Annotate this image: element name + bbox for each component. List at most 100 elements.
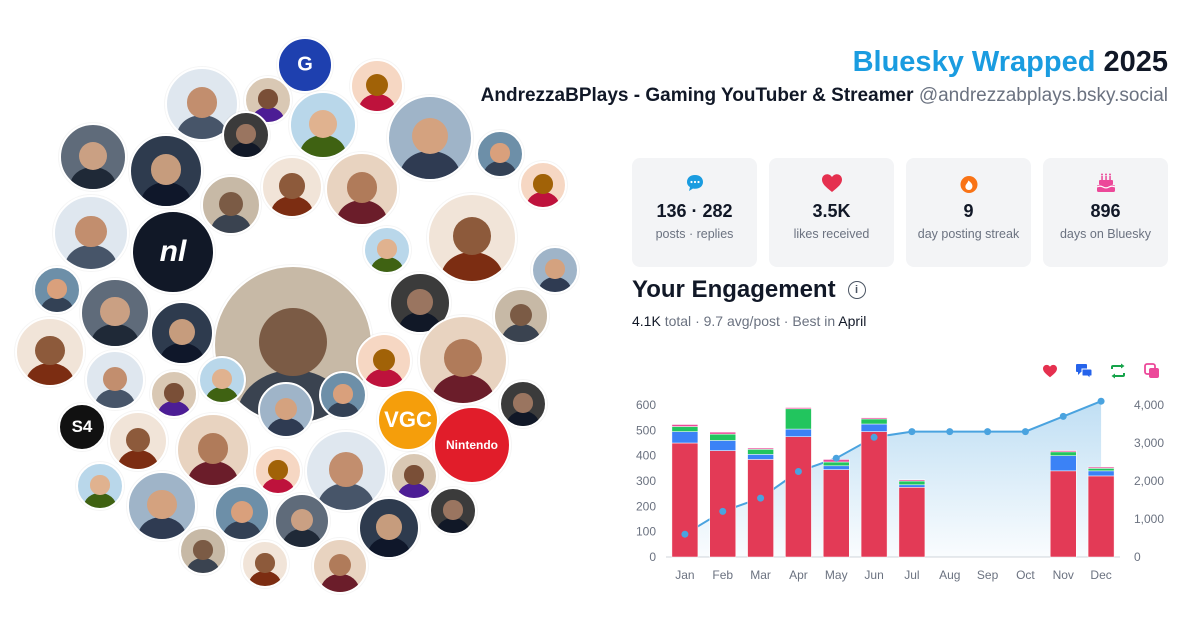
avatar-face: [75, 215, 107, 248]
avatar[interactable]: [80, 278, 150, 348]
y-tick-label: 0: [649, 550, 656, 564]
avatar[interactable]: [319, 371, 367, 419]
avatar-face: [404, 465, 424, 485]
avatar[interactable]: [254, 447, 302, 495]
avatar[interactable]: VGC: [377, 389, 439, 451]
avatar[interactable]: [15, 317, 85, 387]
avatar-face: [333, 384, 353, 404]
bar-segment-reposts: [709, 433, 736, 441]
avatar-face: [193, 540, 213, 560]
cumulative-point: [757, 494, 765, 502]
bar-segment-replies: [671, 431, 699, 444]
avatar[interactable]: [358, 497, 420, 559]
avatar[interactable]: [289, 91, 357, 159]
bar-segment-quotes: [898, 479, 926, 482]
avatar-logo-text: S4: [71, 417, 93, 436]
avatar[interactable]: [493, 288, 549, 344]
avatar[interactable]: [150, 301, 214, 365]
avatar-face: [366, 74, 388, 96]
avatar[interactable]: [312, 538, 368, 594]
avatar[interactable]: Nintendo: [433, 406, 511, 484]
avatar[interactable]: [499, 380, 547, 428]
avatar-body: [187, 558, 219, 573]
avatar[interactable]: [176, 413, 250, 487]
cumulative-point: [984, 428, 992, 436]
x-tick-label: Jun: [864, 568, 883, 582]
avatar-face: [274, 397, 298, 421]
avatar-face: [35, 336, 65, 366]
avatar[interactable]: [179, 527, 227, 575]
avatar[interactable]: [418, 315, 508, 405]
avatar-logo-text: G: [297, 53, 313, 76]
avatar[interactable]: [389, 272, 451, 334]
bar-segment-likes: [860, 431, 888, 558]
avatar[interactable]: [261, 156, 323, 218]
avatar[interactable]: [222, 111, 270, 159]
avatar-face: [308, 109, 338, 138]
avatar[interactable]: [33, 266, 81, 314]
avatar[interactable]: [244, 76, 292, 124]
avatar[interactable]: nl: [131, 210, 215, 294]
avatar-logo-text: Nintendo: [446, 438, 498, 452]
avatar[interactable]: [108, 411, 168, 471]
info-icon[interactable]: i: [847, 281, 866, 299]
avatar[interactable]: [127, 471, 197, 541]
avatar[interactable]: [59, 123, 127, 191]
avatar-face: [268, 460, 288, 480]
avatar[interactable]: [150, 370, 198, 418]
stats-cards: 136 · 282 posts · replies 3.5K likes rec…: [632, 158, 1168, 267]
legend-heart-icon[interactable]: [1040, 362, 1060, 380]
avatar[interactable]: [129, 134, 203, 208]
stat-value: 136 · 282: [656, 201, 733, 221]
bar-segment-likes: [823, 469, 850, 558]
avatar[interactable]: S4: [58, 403, 106, 451]
separator: ·: [783, 313, 789, 329]
stat-label: posts · replies: [655, 227, 734, 241]
avatar-face: [328, 452, 364, 487]
avatar[interactable]: [325, 152, 399, 226]
legend-quote-icon[interactable]: [1142, 362, 1162, 380]
avatar[interactable]: [198, 356, 246, 404]
legend-repost-icon[interactable]: [1108, 362, 1128, 380]
avatar[interactable]: [476, 130, 524, 178]
avatar[interactable]: [427, 193, 517, 283]
y2-tick-label: 0: [1134, 550, 1141, 564]
avatar[interactable]: [258, 382, 314, 438]
bar-segment-replies: [1050, 455, 1077, 472]
cumulative-point: [946, 428, 954, 436]
avatar-face: [533, 174, 553, 194]
engagement-chart: 0 100 200 300 400 500 600 0 1,000 2,000 3,000 4,000…: [636, 397, 1164, 582]
avatar[interactable]: [53, 195, 129, 271]
avatar[interactable]: [531, 246, 579, 294]
avatar[interactable]: [214, 485, 270, 541]
avatar[interactable]: [429, 487, 477, 535]
avatar-body: [206, 387, 238, 402]
legend-reply-icon[interactable]: [1074, 362, 1094, 380]
avatar[interactable]: [305, 430, 387, 512]
avatar-face: [346, 172, 378, 203]
avatar[interactable]: [387, 95, 473, 181]
avatar[interactable]: [390, 452, 438, 500]
avatar[interactable]: [350, 59, 404, 113]
avatar-body: [65, 244, 117, 269]
avatar-face: [100, 297, 130, 327]
avatar-face: [377, 239, 397, 259]
avatar-face: [545, 259, 565, 279]
bar-segment-reposts: [747, 449, 774, 455]
bar-segment-reposts: [785, 408, 812, 430]
avatar[interactable]: [241, 540, 289, 588]
avatar-body: [267, 418, 305, 436]
avatar-face: [490, 143, 510, 163]
cumulative-point: [908, 428, 916, 436]
avatar[interactable]: [274, 493, 330, 549]
avatar[interactable]: [201, 175, 261, 235]
avatar[interactable]: [356, 333, 412, 389]
avatar[interactable]: [519, 161, 567, 209]
separator: ·: [695, 313, 700, 329]
avatar-face: [236, 124, 256, 144]
heart-icon: [769, 172, 894, 194]
avatar[interactable]: [76, 462, 124, 510]
avatar[interactable]: [363, 226, 411, 274]
avatar[interactable]: [85, 350, 145, 410]
